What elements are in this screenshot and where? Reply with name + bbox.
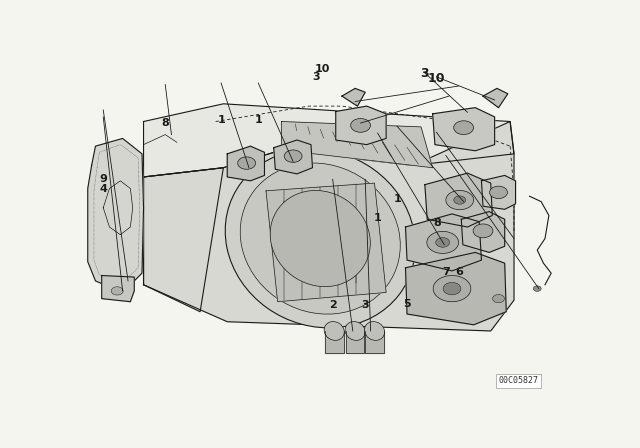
Circle shape [237,157,255,169]
Text: 1: 1 [394,194,401,204]
Text: 8: 8 [161,118,169,128]
Circle shape [473,224,493,238]
Text: 1: 1 [374,213,381,223]
Polygon shape [461,211,505,252]
Ellipse shape [324,322,344,340]
Text: 4: 4 [100,184,108,194]
Polygon shape [274,140,312,174]
Polygon shape [346,331,364,353]
Text: 7: 7 [442,267,450,277]
Circle shape [436,237,450,247]
Polygon shape [336,106,386,145]
Circle shape [454,196,466,204]
Polygon shape [143,121,514,331]
Circle shape [443,282,461,295]
Text: 10: 10 [314,64,330,74]
Text: 1: 1 [255,115,262,125]
Polygon shape [342,88,365,106]
Text: 5: 5 [404,299,411,309]
Circle shape [446,190,474,210]
Polygon shape [481,176,516,209]
Text: 3: 3 [362,300,369,310]
Polygon shape [406,214,481,271]
Text: 3: 3 [312,72,320,82]
Polygon shape [433,108,495,151]
Polygon shape [88,138,143,293]
Circle shape [427,231,459,254]
Text: 2: 2 [329,300,337,310]
Text: 00C05827: 00C05827 [499,376,539,385]
Ellipse shape [270,190,371,287]
Ellipse shape [240,163,400,314]
Polygon shape [143,104,514,177]
Circle shape [490,186,508,198]
Polygon shape [102,276,134,302]
Text: 1: 1 [218,115,225,125]
Polygon shape [143,168,223,312]
Polygon shape [325,331,344,353]
Circle shape [433,276,471,302]
Circle shape [351,118,371,132]
Ellipse shape [225,149,415,328]
Circle shape [533,286,541,291]
Circle shape [493,294,504,303]
Polygon shape [425,173,492,227]
Ellipse shape [345,322,365,340]
Ellipse shape [364,322,385,340]
Polygon shape [406,252,506,325]
Text: 6: 6 [456,267,463,277]
Text: 8: 8 [433,219,441,228]
Text: 9: 9 [100,174,108,184]
Circle shape [284,150,302,162]
Circle shape [111,287,123,295]
Text: 3: 3 [420,67,429,80]
Polygon shape [365,331,384,353]
Polygon shape [227,146,264,181]
Polygon shape [266,183,386,302]
Circle shape [454,121,474,134]
Polygon shape [282,121,433,168]
Text: 10: 10 [428,72,445,85]
Polygon shape [483,88,508,108]
